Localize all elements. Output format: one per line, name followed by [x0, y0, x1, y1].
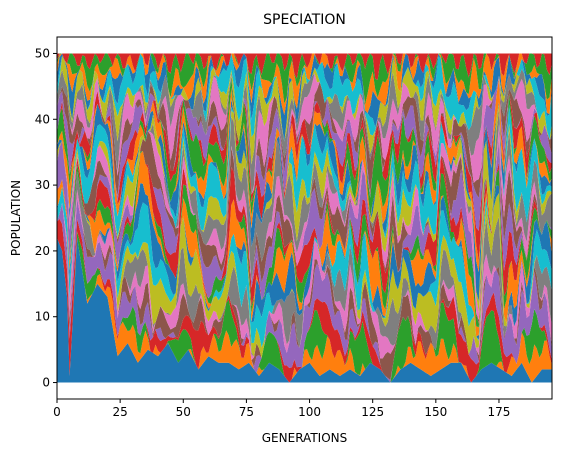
x-axis-ticks: 0 25 50 75 100 125 150 175: [53, 399, 510, 419]
x-tick-label: 75: [239, 405, 254, 419]
species-area: [57, 171, 552, 358]
species-area: [57, 53, 552, 105]
x-tick-label: 25: [112, 405, 127, 419]
species-area: [57, 53, 552, 142]
x-tick-label: 100: [298, 405, 321, 419]
y-tick-label: 20: [35, 244, 50, 258]
species-area: [57, 53, 552, 116]
species-area: [57, 98, 552, 302]
y-tick-label: 10: [35, 310, 50, 324]
x-tick-label: 50: [176, 405, 191, 419]
y-tick-label: 0: [42, 376, 50, 390]
x-tick-label: 150: [424, 405, 447, 419]
species-area: [57, 108, 552, 313]
species-area: [57, 76, 552, 261]
x-tick-label: 175: [488, 405, 511, 419]
y-axis-ticks: 0 10 20 30 40 50: [35, 46, 57, 390]
chart-title: SPECIATION: [263, 12, 346, 28]
species-area: [57, 237, 552, 383]
species-area: [57, 171, 552, 340]
y-tick-label: 50: [35, 46, 50, 60]
plot-frame: [56, 36, 553, 400]
x-axis-label: GENERATIONS: [262, 431, 347, 445]
species-area: [57, 72, 552, 198]
species-area: [57, 68, 552, 195]
species-area: [57, 231, 552, 383]
species-area: [57, 237, 552, 383]
species-area: [57, 72, 552, 195]
species-area: [57, 53, 552, 80]
x-tick-label: 0: [53, 405, 61, 419]
stacked-areas: [57, 53, 552, 383]
y-tick-label: 30: [35, 178, 50, 192]
species-area: [57, 218, 552, 383]
x-tick-label: 125: [361, 405, 384, 419]
species-area: [57, 55, 552, 165]
species-area: [57, 198, 552, 380]
y-tick-label: 40: [35, 112, 50, 126]
y-axis-label: POPULATION: [9, 180, 23, 256]
